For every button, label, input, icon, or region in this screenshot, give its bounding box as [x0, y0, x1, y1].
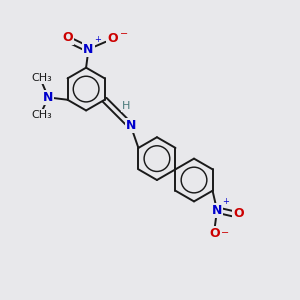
Text: O: O	[62, 32, 73, 44]
Text: O: O	[107, 32, 118, 45]
Text: −: −	[221, 228, 229, 238]
Text: O: O	[209, 227, 220, 240]
Text: +: +	[94, 35, 101, 44]
Text: H: H	[122, 101, 130, 111]
Text: N: N	[83, 43, 94, 56]
Text: CH₃: CH₃	[31, 110, 52, 120]
Text: N: N	[212, 203, 222, 217]
Text: CH₃: CH₃	[31, 74, 52, 83]
Text: −: −	[120, 29, 128, 39]
Text: N: N	[43, 91, 53, 104]
Text: O: O	[233, 207, 244, 220]
Text: N: N	[126, 119, 136, 132]
Text: +: +	[222, 196, 229, 206]
